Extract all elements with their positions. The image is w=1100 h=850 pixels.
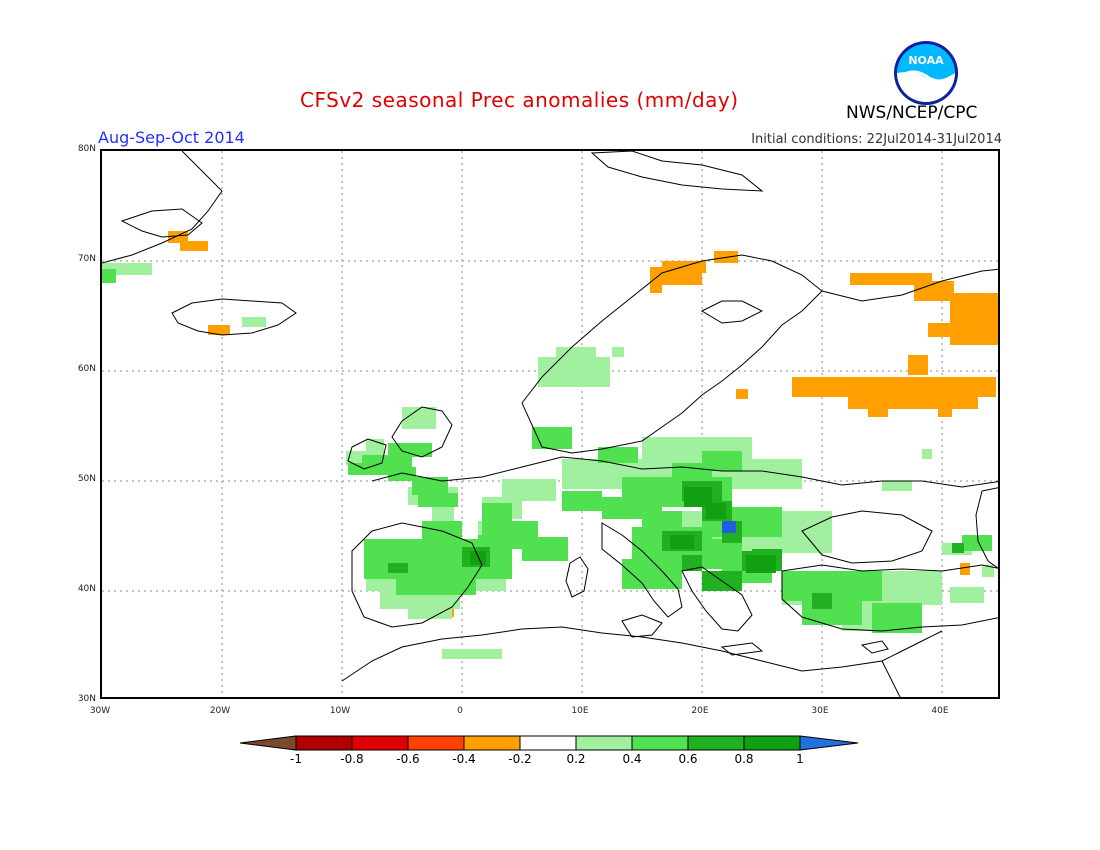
colorbar-cell-blue xyxy=(799,735,859,751)
precip-anomaly-map xyxy=(100,149,1000,699)
colorbar-cell-3 xyxy=(407,735,465,751)
colorbar-cell-8 xyxy=(687,735,745,751)
map-canvas xyxy=(102,151,998,697)
colorbar-label-neg06: -0.6 xyxy=(396,752,420,766)
lat-label-60n: 60N xyxy=(77,364,96,374)
colorbar-cell-brown xyxy=(240,735,297,751)
lat-label-30n: 30N xyxy=(77,694,96,704)
colorbar-cell-9 xyxy=(743,735,801,751)
noaa-logo-text: NOAA xyxy=(908,54,944,67)
lon-label-10w: 10W xyxy=(329,706,351,716)
lat-label-50n: 50N xyxy=(77,474,96,484)
colorbar-cell-1 xyxy=(295,735,353,751)
lat-label-70n: 70N xyxy=(77,254,96,264)
lon-label-0: 0 xyxy=(457,706,463,716)
very-wet-anomaly-cells xyxy=(470,487,776,573)
lon-label-30e: 30E xyxy=(811,706,829,716)
lat-label-80n: 80N xyxy=(77,144,96,154)
colorbar-label-neg04: -0.4 xyxy=(452,752,476,766)
lat-label-40n: 40N xyxy=(77,584,96,594)
agency-label: NWS/NCEP/CPC xyxy=(846,103,978,123)
coastlines xyxy=(102,151,998,697)
colorbar-cell-2 xyxy=(351,735,409,751)
colorbar-label-neg02: -0.2 xyxy=(508,752,532,766)
colorbar-label-06: 0.6 xyxy=(678,752,698,766)
colorbar-cell-4 xyxy=(463,735,521,751)
colorbar-cell-6 xyxy=(575,735,633,751)
colorbar-label-neg08: -0.8 xyxy=(340,752,364,766)
noaa-logo: NOAA xyxy=(894,41,958,105)
extreme-wet-anomaly-cells xyxy=(722,521,736,533)
colorbar xyxy=(240,735,859,751)
lon-label-30w: 30W xyxy=(89,706,111,716)
dry-anomaly-cells xyxy=(168,231,998,617)
colorbar-label-02: 0.2 xyxy=(566,752,586,766)
lon-label-40e: 40E xyxy=(931,706,949,716)
initial-conditions-label: Initial conditions: 22Jul2014-31Jul2014 xyxy=(751,132,1002,147)
lon-label-20w: 20W xyxy=(209,706,231,716)
colorbar-cell-5 xyxy=(519,735,577,751)
season-label: Aug-Sep-Oct 2014 xyxy=(98,128,245,147)
lon-label-10e: 10E xyxy=(571,706,589,716)
lon-label-20e: 20E xyxy=(691,706,709,716)
colorbar-label-04: 0.4 xyxy=(622,752,642,766)
colorbar-cell-7 xyxy=(631,735,689,751)
colorbar-label-1: 1 xyxy=(796,752,804,766)
colorbar-label-08: 0.8 xyxy=(734,752,754,766)
graticule xyxy=(102,151,998,697)
colorbar-label-neg1: -1 xyxy=(290,752,302,766)
medium-wet-anomaly-cells xyxy=(102,269,992,633)
map-title: CFSv2 seasonal Prec anomalies (mm/day) xyxy=(300,88,739,112)
